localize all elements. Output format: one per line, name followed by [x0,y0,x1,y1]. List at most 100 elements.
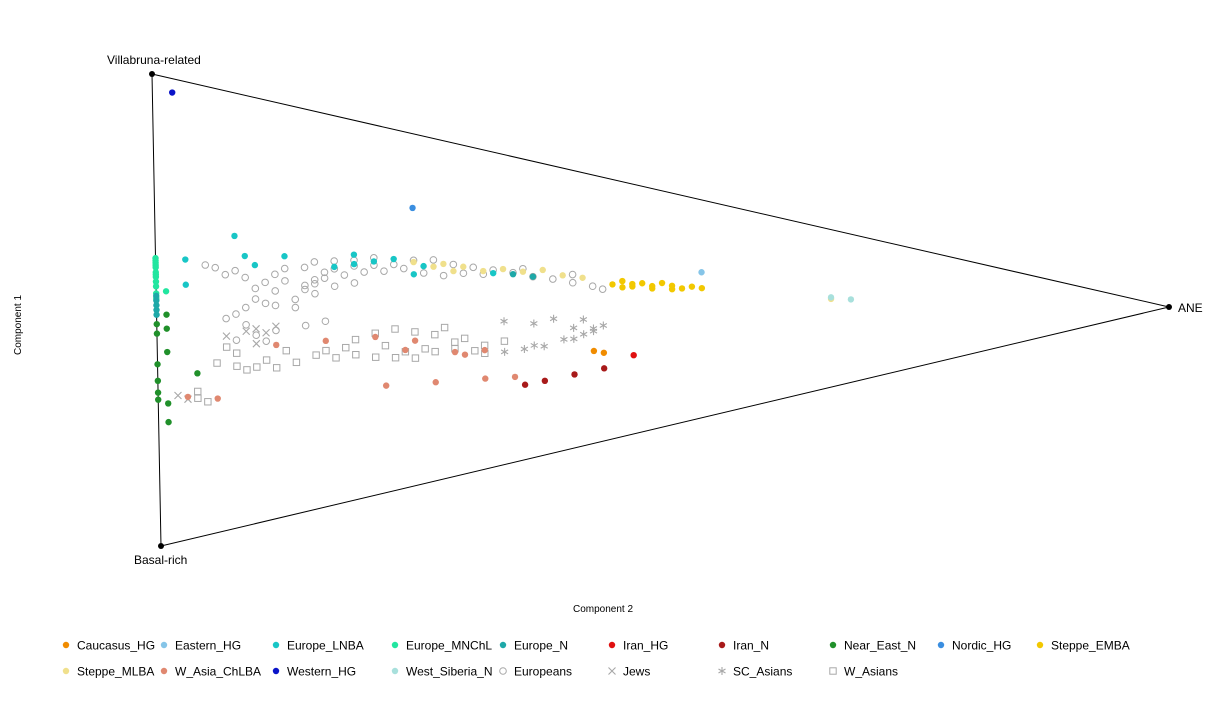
legend-item-w-asians: W_Asians [829,665,898,679]
point-w-asians [204,398,212,406]
point-europeans [280,264,289,273]
point-steppe-mlba [539,266,546,274]
point-w-asia-chlba [214,395,221,402]
point-w-asia-chlba [511,373,519,381]
point-europeans [321,317,330,326]
point-europeans [281,277,289,285]
point-w-asians [460,334,469,343]
point-europe-lnba [251,261,259,269]
point-w-asians [431,347,439,356]
legend-item-western-hg: Western_HG [272,665,356,679]
point-w-asians [322,346,330,355]
point-europeans [588,282,597,291]
point-nordic-hg [409,204,416,212]
point-europe-lnba [370,258,378,265]
point-near-east-n [194,370,201,377]
point-europeans [262,337,271,345]
point-sc-asians [579,330,588,339]
point-w-asia-chlba [273,341,280,349]
point-europeans [310,279,319,288]
point-europeans [568,278,577,287]
point-europeans [252,331,261,339]
point-europe-mnchl [162,288,170,295]
legend-item-europe-mnchl: Europe_MNChL [391,639,492,653]
point-europeans [241,273,249,282]
point-europe-mnchl [152,264,159,271]
triangle-layer [149,71,1172,549]
legend-marker-caucasus-hg [62,641,70,649]
point-europeans [340,271,349,279]
point-europeans [320,274,329,282]
point-europe-lnba [410,271,418,278]
legend-marker-iran-n [718,641,726,649]
point-steppe-emba [649,285,656,292]
point-europe-lnba [350,251,358,258]
legend-label: Europe_N [514,639,568,653]
legend-marker-iran-hg [608,641,616,649]
point-western-hg [168,89,176,96]
point-europe-lnba [241,252,248,260]
point-w-asians [411,328,419,336]
point-w-asians [253,363,261,371]
point-w-asians [431,330,439,339]
point-steppe-emba [678,285,686,292]
legend-marker-europe-mnchl [391,641,399,649]
point-europeans [469,263,478,272]
legend-item-steppe-emba: Steppe_EMBA [1036,639,1130,653]
point-europeans [350,279,359,287]
point-europeans [261,299,270,308]
legend-label: W_Asians [844,665,898,679]
legend-marker-west-siberia-n [391,667,399,675]
point-europe-lnba [420,262,427,270]
point-sc-asians [500,347,509,356]
legend-marker-sc-asians [718,667,726,675]
point-w-asians [411,354,420,362]
point-near-east-n [153,320,160,328]
legend-label: SC_Asians [733,665,792,679]
point-europe-lnba [390,255,397,263]
legend-label: Caucasus_HG [77,639,155,653]
point-europeans [459,269,468,278]
point-eastern-hg [698,269,705,276]
point-europeans [399,264,408,273]
point-europeans [291,303,300,312]
legend-item-jews: Jews [608,665,650,679]
legend-item-iran-n: Iran_N [718,639,769,653]
point-steppe-mlba [460,263,467,270]
point-w-asia-chlba [482,375,489,382]
point-w-asians [352,351,360,359]
point-w-asians [213,359,221,367]
legend-label: Europeans [514,665,572,679]
point-europeans [251,295,260,303]
point-europe-n [153,302,160,309]
point-w-asians [233,349,241,357]
legend-item-caucasus-hg: Caucasus_HG [62,639,155,653]
point-europe-lnba [182,256,189,263]
point-w-asia-chlba [372,333,379,341]
point-sc-asians [530,341,539,350]
point-w-asians [391,354,400,362]
legend: Caucasus_HG Eastern_HG Europe_LNBA Europe_M… [62,639,1130,679]
point-europeans [291,295,300,304]
point-near-east-n [154,389,162,396]
point-europeans [271,301,280,310]
point-europeans [429,256,438,264]
point-steppe-mlba [499,265,507,273]
point-europeans [311,289,319,298]
point-caucasus-hg [600,349,608,356]
point-w-asia-chlba [411,337,419,344]
legend-marker-steppe-mlba [62,667,70,675]
triangle-outline [151,73,1170,547]
legend-marker-europe-n [499,641,507,649]
point-europeans [241,303,250,312]
point-w-asians [194,394,202,402]
point-near-east-n [163,311,170,318]
point-near-east-n [154,361,161,368]
legend-item-iran-hg: Iran_HG [608,639,668,653]
legend-item-west-siberia-n: West_Siberia_N [391,665,492,679]
point-europe-mnchl [152,278,160,285]
point-steppe-mlba [480,267,487,275]
point-europeans [360,268,368,276]
point-sc-asians [520,345,529,354]
legend-item-near-east-n: Near_East_N [829,639,916,653]
